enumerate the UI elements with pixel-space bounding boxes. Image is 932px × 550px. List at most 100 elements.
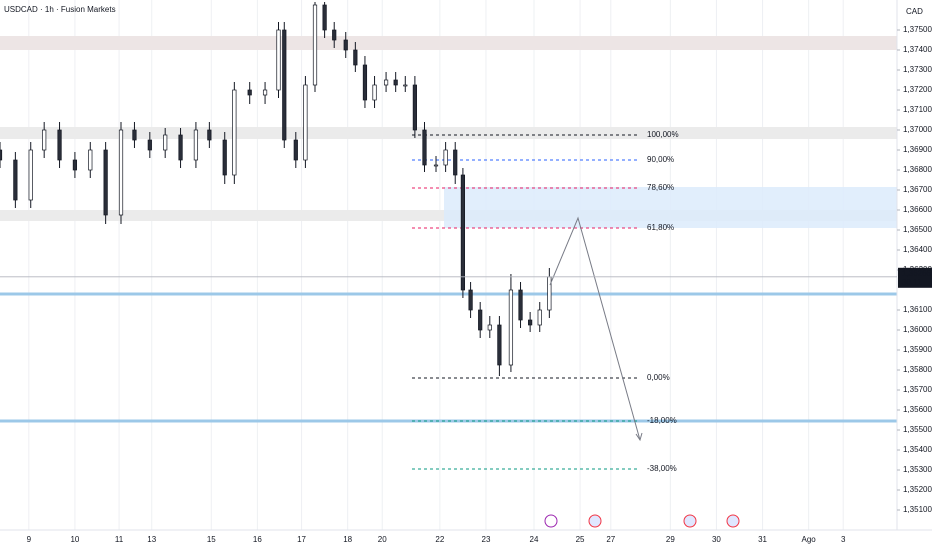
y-tick-label: 1,36800 — [903, 165, 932, 174]
candle-body — [72, 159, 78, 171]
price-box — [898, 267, 932, 288]
y-tick-label: 1,35600 — [903, 405, 932, 414]
axes: 9 10 11 13 15 16 17 18 20 22 23 24 25 27 29 30 31 Ago 3 1,3… — [0, 25, 932, 544]
candle-body — [303, 84, 308, 161]
candle-body — [132, 129, 137, 141]
projection-arrow — [635, 432, 643, 442]
x-tick-label: 17 — [297, 535, 306, 544]
fib-label: -38,00% — [647, 464, 677, 473]
x-tick-label: 15 — [207, 535, 216, 544]
candle-body — [487, 324, 492, 331]
candle-body — [412, 84, 417, 131]
y-tick-label: 1,37100 — [903, 105, 932, 114]
candle-body — [193, 129, 199, 161]
candle-body — [528, 319, 533, 326]
chart-title: USDCAD · 1h · Fusion Markets — [4, 5, 116, 14]
candle-body — [13, 159, 18, 201]
candle-body — [312, 4, 318, 86]
grid — [28, 0, 844, 530]
event-icon[interactable] — [588, 514, 602, 528]
candle-body — [28, 149, 33, 201]
y-tick-label: 1,35400 — [903, 445, 932, 454]
fib-label: 61,80% — [647, 223, 674, 232]
candle-body — [118, 129, 124, 216]
event-icon[interactable] — [683, 514, 697, 528]
candle-body — [547, 276, 552, 311]
fib-label: 90,00% — [647, 155, 674, 164]
y-tick-label: 1,35800 — [903, 365, 932, 374]
y-tick-label: 1,35300 — [903, 465, 932, 474]
y-tick-label: 1,35100 — [903, 505, 932, 514]
y-tick-label: 1,36700 — [903, 185, 932, 194]
y-tick-label: 1,36900 — [903, 145, 932, 154]
candle-body — [163, 134, 168, 151]
candle-body — [393, 79, 398, 86]
candle-body — [332, 29, 337, 41]
y-tick-label: 1,37400 — [903, 45, 932, 54]
event-icon[interactable] — [544, 514, 558, 528]
candle-body — [372, 84, 377, 101]
fib-label: 100,00% — [647, 130, 679, 139]
x-tick-label: 16 — [253, 535, 262, 544]
x-tick-label: 9 — [27, 535, 32, 544]
x-tick-label: Ago — [802, 535, 817, 544]
candle-body — [343, 39, 348, 51]
fib-label: 78,60% — [647, 183, 674, 192]
candle-body — [353, 49, 358, 66]
price-label: 1,36266 — [902, 269, 931, 278]
candle-body — [468, 289, 473, 311]
candle-body — [497, 324, 502, 366]
candle-body — [42, 129, 47, 151]
candle-body — [207, 129, 212, 141]
candle-body — [478, 309, 483, 331]
candle-body — [262, 89, 268, 96]
target-zone — [444, 187, 897, 228]
x-tick-label: 31 — [758, 535, 767, 544]
candle-body — [403, 84, 408, 87]
fib-label: -18,00% — [647, 416, 677, 425]
y-tick-label: 1,36100 — [903, 305, 932, 314]
candle-body — [178, 134, 183, 161]
y-tick-label: 1,37500 — [903, 25, 932, 34]
candle-body — [222, 139, 227, 176]
candle-body — [0, 149, 3, 161]
x-tick-label: 25 — [576, 535, 585, 544]
y-tick-label: 1,35200 — [903, 485, 932, 494]
candle-body — [383, 79, 389, 86]
candle-body — [518, 289, 523, 321]
candle-body — [422, 129, 427, 166]
candle-body — [147, 139, 152, 151]
projection-path — [549, 216, 641, 441]
fib-label: 0,00% — [647, 373, 670, 382]
y-tick-label: 1,35700 — [903, 385, 932, 394]
fib-levels: 100,00% 90,00% 78,60% 61,80% 0,00% -18,00% -38… — [412, 130, 679, 473]
candle-body — [247, 89, 252, 96]
x-tick-label: 20 — [378, 535, 387, 544]
candle-body — [453, 149, 458, 176]
candles — [0, 1, 552, 376]
event-icon[interactable] — [726, 514, 740, 528]
x-tick-label: 23 — [482, 535, 491, 544]
x-tick-label: 29 — [666, 535, 675, 544]
countdown: 30:11 — [902, 278, 922, 287]
candle-body — [282, 29, 287, 141]
x-tick-label: 30 — [712, 535, 721, 544]
candle-body — [276, 29, 281, 91]
candle-body — [443, 149, 448, 166]
y-tick-label: 1,36500 — [903, 225, 932, 234]
candle-body — [293, 139, 298, 161]
candle-body — [103, 149, 108, 216]
x-tick-label: 11 — [115, 535, 124, 544]
candle-body — [322, 4, 327, 31]
x-tick-label: 3 — [841, 535, 846, 544]
x-tick-label: 27 — [606, 535, 615, 544]
candle-body — [508, 289, 514, 366]
y-tick-label: 1,37200 — [903, 85, 932, 94]
candle-body — [433, 164, 439, 167]
y-tick-label: 1,37300 — [903, 65, 932, 74]
x-tick-label: 22 — [435, 535, 444, 544]
x-tick-label: 24 — [530, 535, 539, 544]
candle-body — [57, 129, 62, 161]
